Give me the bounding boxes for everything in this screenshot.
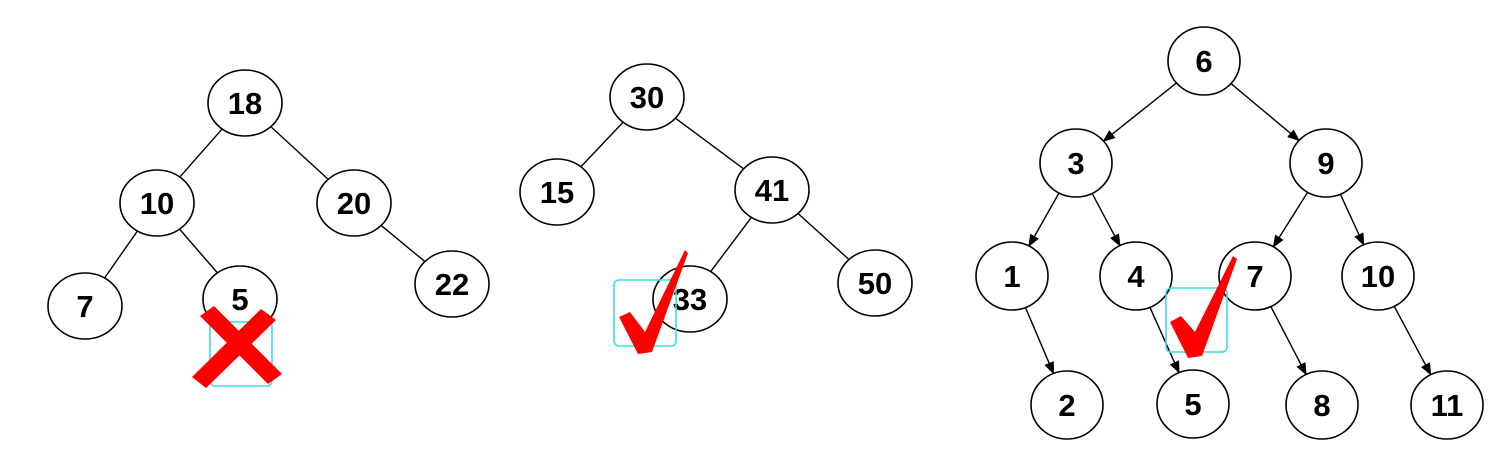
node-label: 6 bbox=[1195, 44, 1212, 79]
node-label: 3 bbox=[1067, 146, 1084, 181]
node-circle bbox=[1039, 128, 1113, 198]
node-label: 22 bbox=[435, 267, 469, 302]
tree-node: 2 bbox=[1030, 370, 1104, 440]
tree-node: 30 bbox=[609, 63, 685, 131]
tree1-edge-n18-n20 bbox=[270, 126, 329, 180]
tree-3: 6 3 9 1 4 7 10 2 5 8 11 bbox=[975, 26, 1484, 440]
node-label: 18 bbox=[228, 86, 262, 121]
node-circle bbox=[519, 158, 595, 226]
node-circle bbox=[1030, 370, 1104, 440]
node-label: 5 bbox=[1184, 387, 1201, 422]
tree3-edges bbox=[1024, 82, 1432, 376]
tree-node: 22 bbox=[414, 250, 490, 318]
tree3-edge-n6-n3 bbox=[1102, 82, 1177, 142]
tree3-edge-n6-n9 bbox=[1230, 82, 1301, 142]
cross-icon bbox=[192, 306, 282, 388]
tree-node: 6 bbox=[1167, 26, 1241, 96]
node-circle bbox=[975, 241, 1049, 311]
node-circle bbox=[414, 250, 490, 318]
node-circle bbox=[47, 272, 123, 340]
tree-1: 18 10 20 7 5 22 bbox=[47, 69, 490, 340]
node-circle bbox=[1099, 241, 1173, 311]
tree-node: 20 bbox=[316, 169, 392, 237]
check-icon bbox=[619, 250, 688, 354]
tree-node: 4 bbox=[1099, 241, 1173, 311]
node-circle bbox=[1410, 370, 1484, 440]
node-label: 15 bbox=[540, 175, 574, 210]
tree-node: 1 bbox=[975, 241, 1049, 311]
node-label: 1 bbox=[1003, 259, 1020, 294]
marks-layer bbox=[192, 250, 1237, 388]
tree2-edge-n41-n33 bbox=[710, 216, 752, 273]
tree3-edge-n3-n4 bbox=[1091, 193, 1121, 247]
check-icon bbox=[1170, 256, 1237, 358]
tree-node: 15 bbox=[519, 158, 595, 226]
tree2-nodes: 30 15 41 33 50 bbox=[519, 63, 913, 333]
tree-node: 9 bbox=[1289, 128, 1363, 198]
tree3-edge-n10-n11 bbox=[1393, 306, 1432, 376]
tree1-edge-n18-n10 bbox=[179, 128, 223, 178]
node-circle bbox=[119, 169, 195, 237]
node-label: 9 bbox=[1317, 146, 1334, 181]
node-label: 8 bbox=[1313, 388, 1330, 423]
tree3-edge-n4-n5 bbox=[1149, 307, 1180, 374]
node-circle bbox=[734, 156, 810, 224]
tree-node: 3 bbox=[1039, 128, 1113, 198]
node-label: 7 bbox=[76, 289, 93, 324]
tree2-edge-n41-n50 bbox=[797, 212, 850, 261]
tree-node: 41 bbox=[734, 156, 810, 224]
tree1-edge-n10-n7 bbox=[104, 230, 138, 279]
node-circle bbox=[1285, 370, 1359, 440]
tree-node: 11 bbox=[1410, 370, 1484, 440]
node-circle bbox=[1341, 241, 1415, 311]
node-circle bbox=[609, 63, 685, 131]
tree-node: 8 bbox=[1285, 370, 1359, 440]
node-label: 11 bbox=[1431, 388, 1464, 423]
node-circle bbox=[1156, 369, 1230, 439]
node-label: 20 bbox=[337, 186, 371, 221]
tree-node: 10 bbox=[1341, 241, 1415, 311]
node-circle bbox=[207, 69, 283, 137]
node-circle bbox=[1167, 26, 1241, 96]
node-label: 7 bbox=[1246, 259, 1263, 294]
node-label: 4 bbox=[1127, 259, 1145, 294]
tree-node: 10 bbox=[119, 169, 195, 237]
tree3-edge-n7-n8 bbox=[1270, 306, 1307, 376]
node-label: 10 bbox=[1361, 259, 1395, 294]
tree-node: 18 bbox=[207, 69, 283, 137]
tree3-edge-n9-n10 bbox=[1339, 193, 1365, 246]
tree3-nodes: 6 3 9 1 4 7 10 2 5 8 11 bbox=[975, 26, 1484, 440]
tree2-edge-n30-n41 bbox=[674, 117, 745, 170]
tree-node: 7 bbox=[47, 272, 123, 340]
node-label: 30 bbox=[630, 80, 664, 115]
tree-node: 5 bbox=[1156, 369, 1230, 439]
tree-node: 50 bbox=[837, 249, 913, 317]
node-label: 5 bbox=[231, 282, 248, 317]
node-circle bbox=[316, 169, 392, 237]
node-label: 10 bbox=[140, 186, 174, 221]
tree3-edge-n3-n1 bbox=[1028, 192, 1060, 248]
tree1-nodes: 18 10 20 7 5 22 bbox=[47, 69, 490, 340]
tree1-edges bbox=[104, 126, 426, 279]
tree2-edges bbox=[580, 117, 850, 273]
tree3-edge-n9-n7 bbox=[1272, 191, 1309, 248]
node-label: 2 bbox=[1058, 388, 1075, 423]
node-label: 41 bbox=[755, 173, 789, 208]
tree2-edge-n30-n15 bbox=[580, 121, 624, 168]
node-label: 33 bbox=[673, 282, 707, 317]
node-circle bbox=[837, 249, 913, 317]
tree1-edge-n10-n5 bbox=[179, 228, 218, 274]
selection-box bbox=[209, 321, 273, 387]
node-circle bbox=[1289, 128, 1363, 198]
tree1-edge-n20-n22 bbox=[380, 224, 426, 263]
tree3-edge-n1-n2 bbox=[1024, 307, 1055, 375]
node-label: 50 bbox=[858, 266, 892, 301]
tree-2: 30 15 41 33 50 bbox=[519, 63, 913, 333]
